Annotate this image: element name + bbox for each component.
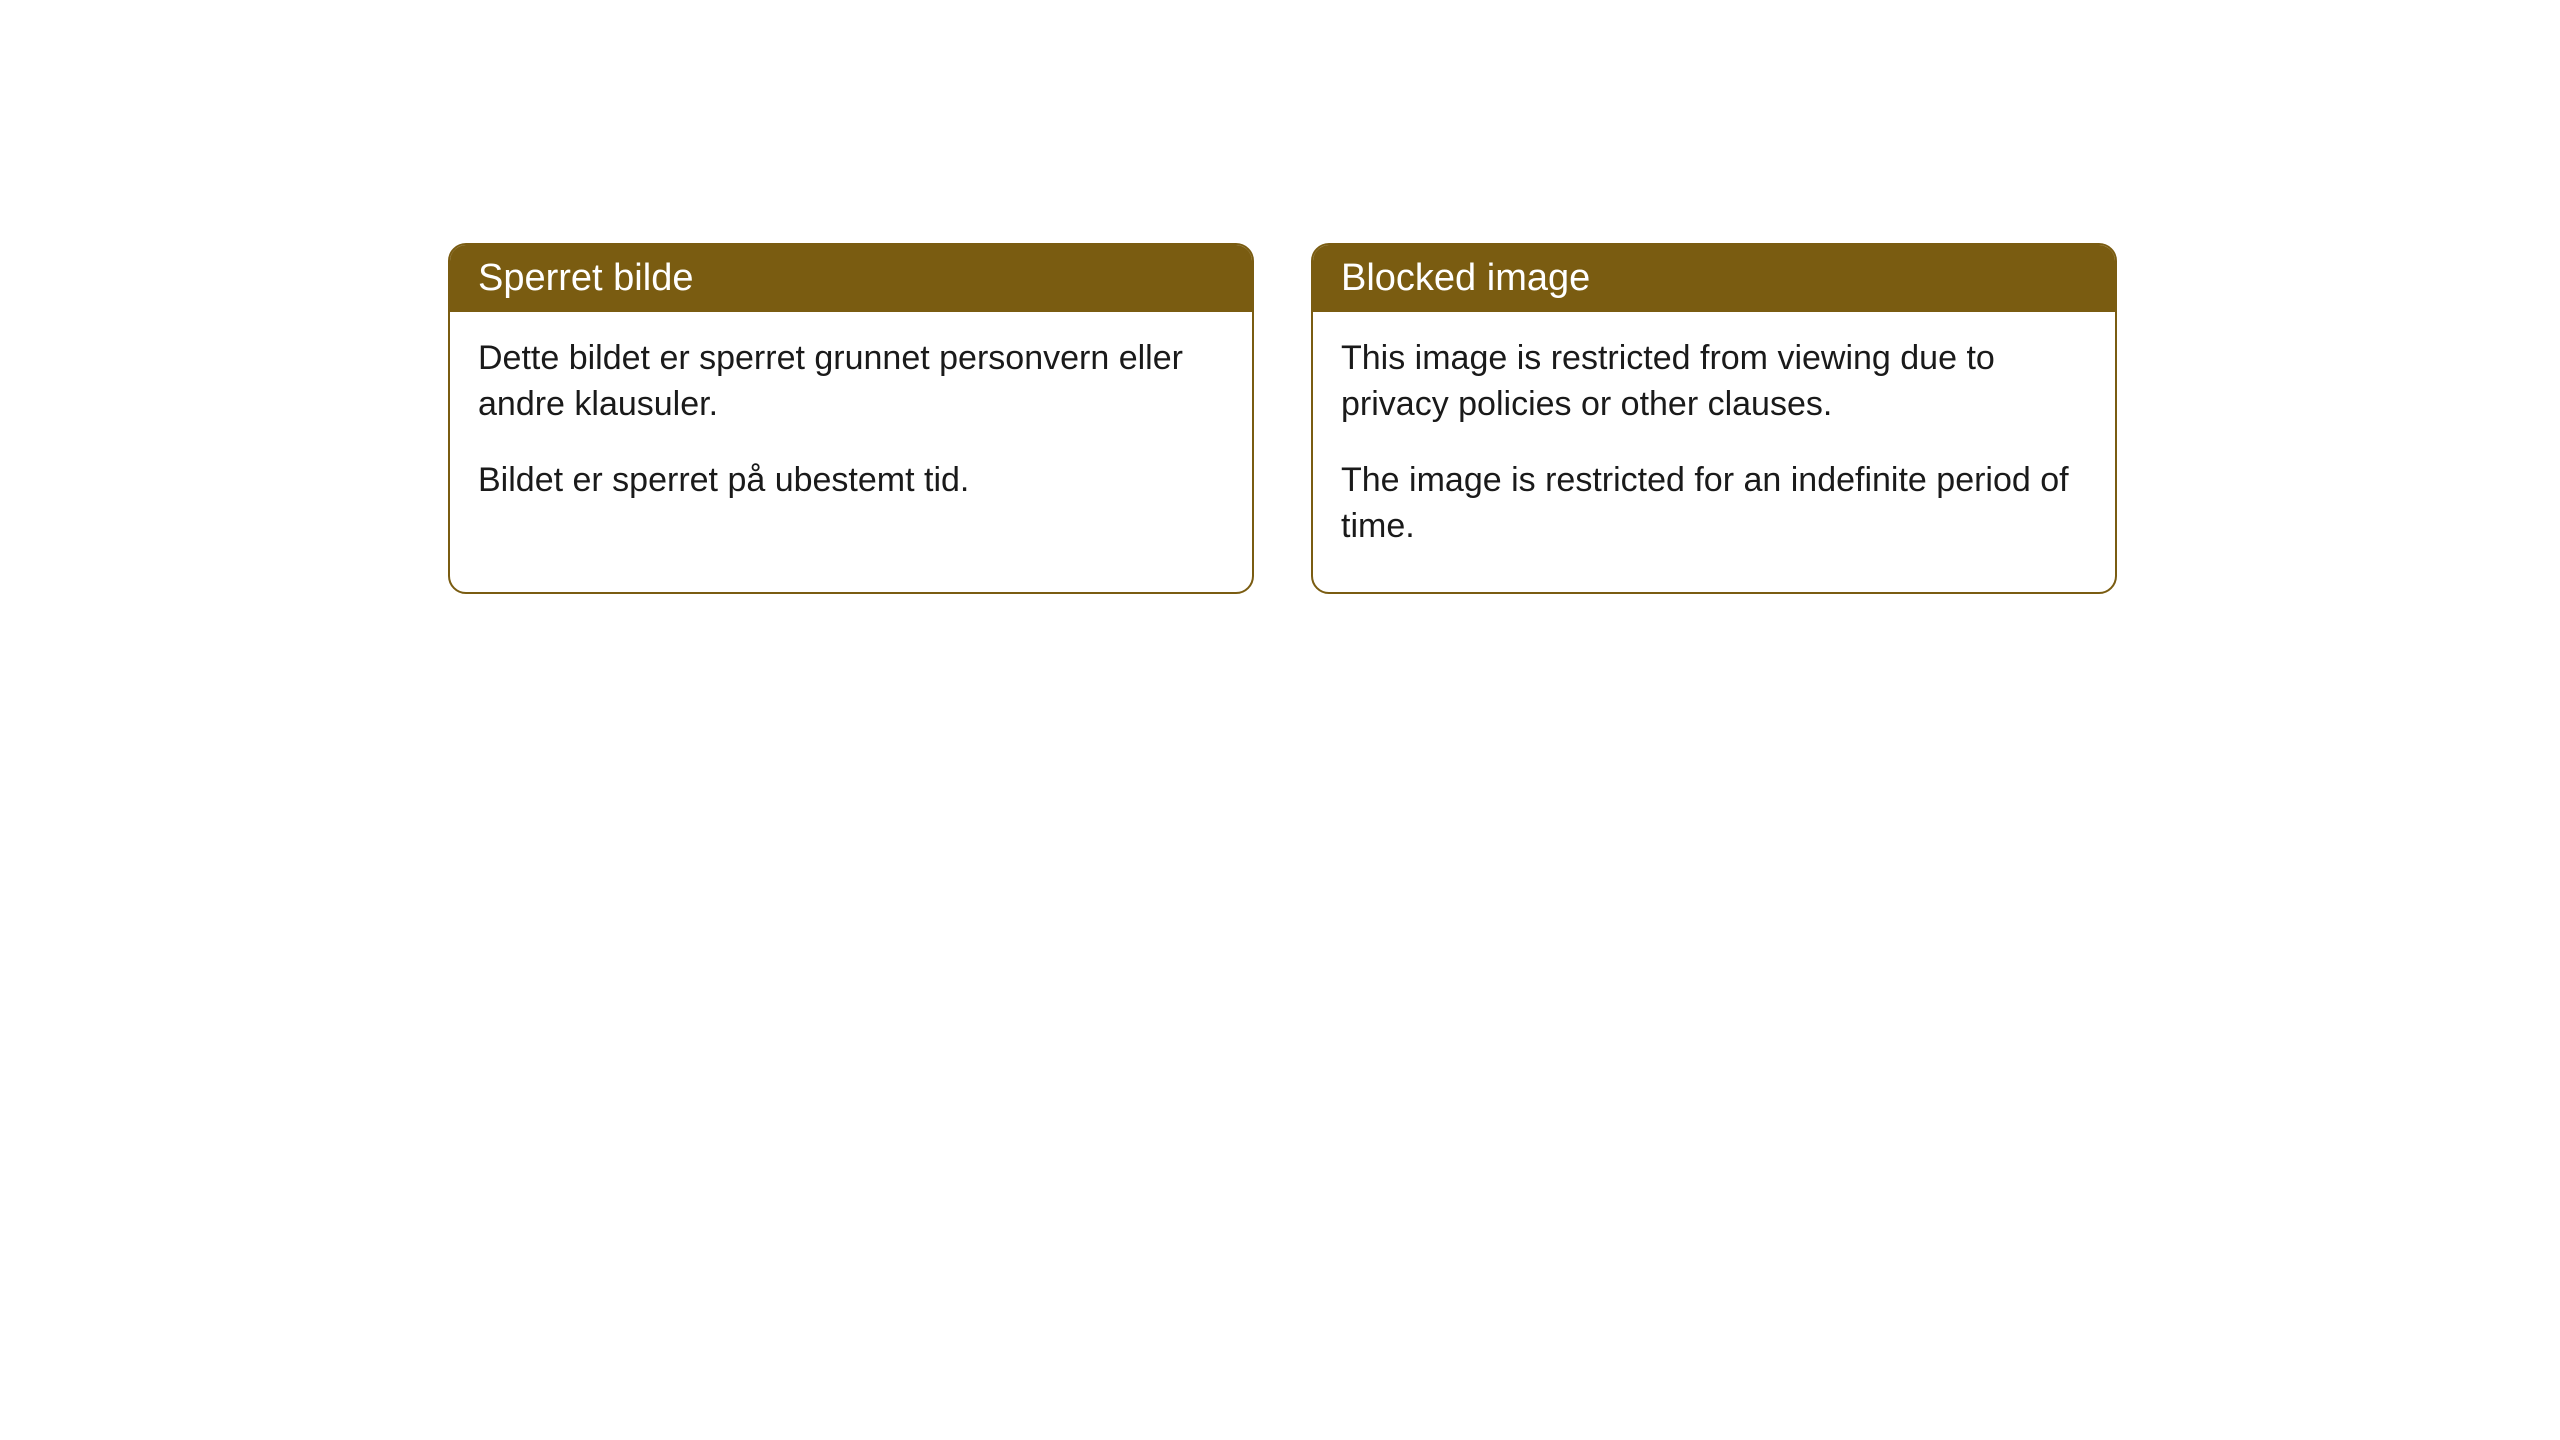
card-paragraph-1: Dette bildet er sperret grunnet personve… (478, 336, 1224, 428)
card-header-norwegian: Sperret bilde (450, 245, 1252, 312)
card-title: Sperret bilde (478, 257, 693, 299)
notice-cards-container: Sperret bilde Dette bildet er sperret gr… (448, 243, 2560, 594)
card-title: Blocked image (1341, 257, 1590, 299)
card-paragraph-2: The image is restricted for an indefinit… (1341, 458, 2087, 550)
blocked-image-card-english: Blocked image This image is restricted f… (1311, 243, 2117, 594)
card-body-norwegian: Dette bildet er sperret grunnet personve… (450, 312, 1252, 546)
blocked-image-card-norwegian: Sperret bilde Dette bildet er sperret gr… (448, 243, 1254, 594)
card-paragraph-2: Bildet er sperret på ubestemt tid. (478, 458, 1224, 504)
card-body-english: This image is restricted from viewing du… (1313, 312, 2115, 592)
card-header-english: Blocked image (1313, 245, 2115, 312)
card-paragraph-1: This image is restricted from viewing du… (1341, 336, 2087, 428)
